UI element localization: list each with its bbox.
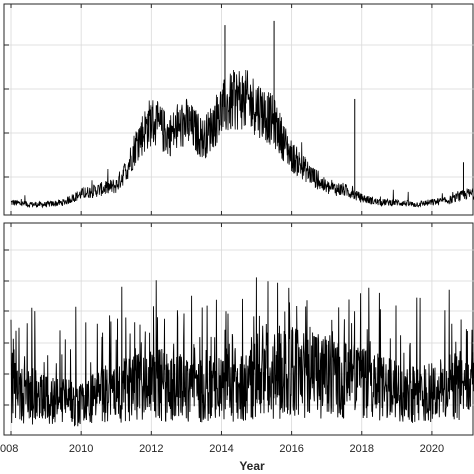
axes-box <box>3 3 474 216</box>
series-line <box>10 69 474 209</box>
top-panel <box>3 3 474 216</box>
x-tick-label: 2012 <box>139 443 163 455</box>
x-tick-labels: 008 2010 2012 2014 2016 2018 2020 <box>0 443 444 455</box>
x-tick-label: 2018 <box>350 443 374 455</box>
x-tick-label: 008 <box>0 443 18 455</box>
x-tick-label: 2010 <box>69 443 93 455</box>
x-axis-title: Year <box>239 459 265 473</box>
x-tick-label: 2016 <box>279 443 303 455</box>
x-tick-label: 2020 <box>420 443 444 455</box>
series-line <box>10 277 474 427</box>
bottom-panel <box>3 222 474 436</box>
x-tick-label: 2014 <box>209 443 233 455</box>
